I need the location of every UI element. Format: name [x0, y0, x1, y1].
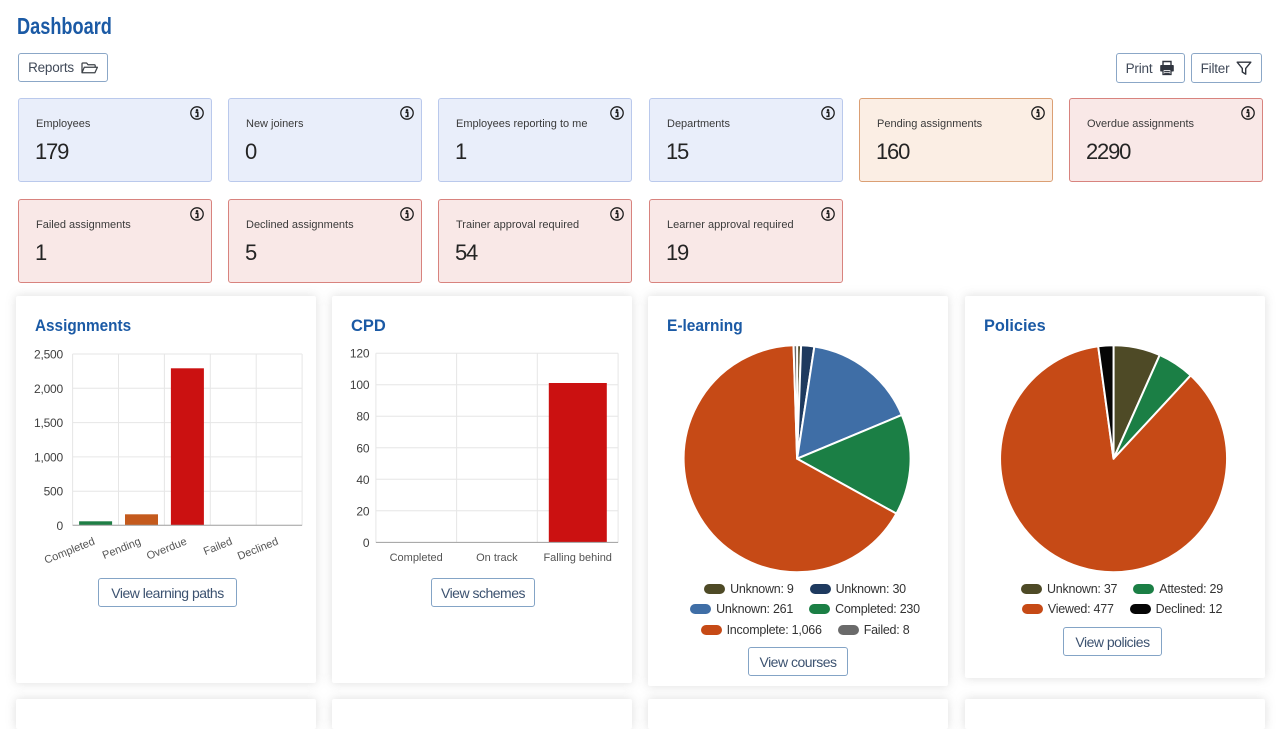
svg-text:40: 40 — [356, 473, 369, 487]
svg-text:Declined: Declined — [236, 536, 280, 563]
svg-text:0: 0 — [57, 519, 64, 533]
svg-text:Completed: Completed — [43, 536, 97, 567]
svg-text:2,500: 2,500 — [34, 348, 64, 362]
svg-text:Overdue: Overdue — [145, 536, 189, 563]
svg-text:100: 100 — [350, 378, 370, 392]
svg-text:500: 500 — [44, 485, 64, 499]
svg-text:On track: On track — [476, 552, 518, 564]
svg-text:20: 20 — [356, 504, 369, 518]
svg-text:2,000: 2,000 — [34, 382, 64, 396]
svg-text:Falling behind: Falling behind — [543, 552, 612, 564]
svg-text:80: 80 — [356, 410, 369, 424]
svg-text:0: 0 — [363, 536, 370, 550]
svg-text:1,000: 1,000 — [34, 450, 64, 464]
svg-text:1,500: 1,500 — [34, 416, 64, 430]
svg-text:Pending: Pending — [101, 536, 143, 562]
svg-text:Failed: Failed — [202, 536, 234, 558]
svg-text:Completed: Completed — [390, 552, 443, 564]
svg-text:120: 120 — [350, 347, 370, 361]
svg-text:60: 60 — [356, 441, 369, 455]
